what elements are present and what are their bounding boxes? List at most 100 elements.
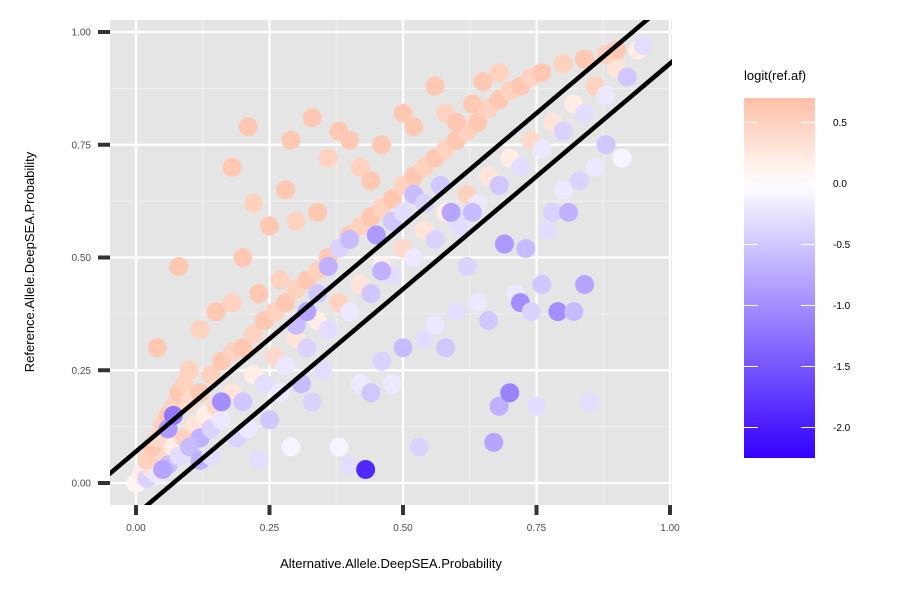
data-point [286,211,306,231]
data-point [372,351,392,371]
legend-break-label: -1.5 [833,362,851,373]
data-point [441,202,461,222]
legend-title: logit(ref.af) [744,68,806,83]
color-legend: logit(ref.af) 0.5 0.0 -0.5 -1.0 -1.5 -2.0 [744,68,851,458]
data-point [340,130,360,150]
data-point [537,220,557,240]
data-point [318,148,338,168]
data-point [404,248,424,267]
data-point [153,459,173,479]
data-point [350,157,370,177]
reference-line [110,20,651,477]
data-point [548,302,568,322]
x-tick-label: 0.75 [527,523,547,534]
data-point [553,180,573,200]
y-tick-label: 0.25 [72,366,92,377]
data-point [276,180,296,200]
data-point [249,450,269,470]
legend-break-label: -2.0 [833,423,851,434]
data-point [297,302,317,322]
data-point [211,410,231,430]
data-point [190,383,210,403]
data-point [575,275,595,295]
data-point [318,257,338,277]
data-point [425,229,445,249]
data-point [468,293,488,313]
data-point [260,410,279,430]
data-point [340,302,360,322]
data-point [462,202,482,222]
data-point [340,229,360,249]
data-point [329,437,349,457]
data-point [510,157,530,177]
data-point [532,139,552,159]
data-point [233,338,253,358]
data-point [361,171,381,191]
data-point [163,405,183,425]
x-tick-label: 0.25 [260,523,280,534]
data-point [409,437,429,457]
data-point [313,360,333,380]
reference-lines [110,20,672,505]
colorbar-ticks: 0.5 0.0 -0.5 -1.0 -1.5 -2.0 [744,118,851,434]
data-point [201,365,221,385]
legend-break-label: -1.0 [833,301,851,312]
x-tick-label: 1.00 [660,523,680,534]
data-point [489,396,509,416]
data-point [468,112,488,132]
data-point [473,72,493,92]
data-point [596,85,616,105]
data-point [633,36,653,56]
data-point [372,261,392,281]
data-point [260,216,279,236]
data-point [500,383,520,403]
data-point [179,360,199,380]
data-point [243,324,263,344]
data-point [211,392,231,412]
data-point [617,67,637,87]
data-point [489,175,509,195]
legend-break-label: 0.0 [833,179,847,190]
data-point [254,374,274,394]
data-point [414,193,434,213]
data-point [318,320,338,340]
data-point [484,432,504,452]
data-point [190,320,210,340]
x-tick-label: 0.00 [126,523,146,534]
x-tick-label: 0.50 [393,523,413,534]
data-point [233,248,253,267]
data-point [233,392,253,412]
data-point [302,108,322,128]
data-point [585,157,605,177]
data-point [559,202,579,222]
data-point [281,437,301,457]
data-point [393,202,413,222]
axes: 0.00 0.25 0.50 0.75 1.00 0.00 0.25 0.50 0.75 1.00 [72,28,681,535]
x-axis-title: Alternative.Allele.DeepSEA.Probability [280,556,502,571]
legend-break-label: 0.5 [833,118,847,129]
data-point [308,284,328,304]
data-point [206,302,226,322]
data-point [527,396,546,416]
data-point [612,148,632,168]
data-point [308,202,328,222]
data-point [436,338,456,358]
data-point [249,284,269,304]
data-point [532,63,552,83]
data-point [575,103,595,123]
data-point [553,121,573,141]
data-point [270,270,290,290]
data-point [382,374,402,394]
data-point [446,112,466,132]
data-point [201,446,221,466]
data-points [126,36,653,493]
data-point [356,459,376,479]
data-point [372,135,392,155]
legend-break-label: -0.5 [833,240,851,251]
data-point [276,356,296,376]
y-tick-label: 0.00 [72,479,92,490]
data-point [340,455,360,475]
data-point [516,238,536,258]
data-point [238,117,258,137]
